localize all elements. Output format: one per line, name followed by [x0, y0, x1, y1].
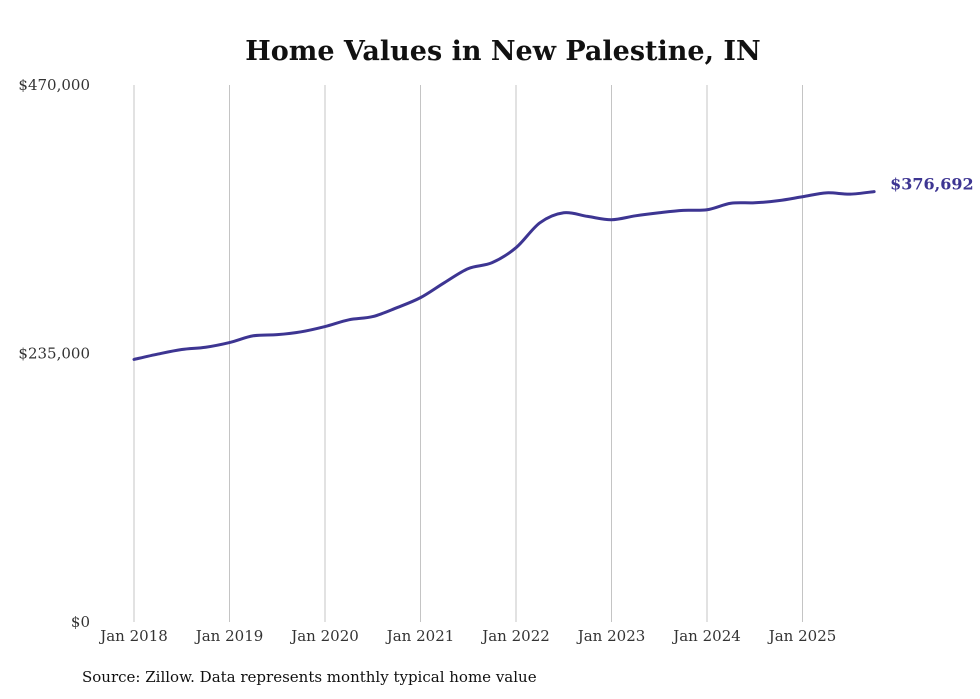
chart-title: Home Values in New Palestine, IN [245, 36, 760, 67]
y-tick-label: $0 [71, 613, 90, 631]
x-tick-label: Jan 2021 [385, 627, 455, 645]
x-tick-label: Jan 2023 [576, 627, 646, 645]
source-note: Source: Zillow. Data represents monthly … [82, 668, 537, 686]
end-value-label: $376,692 [890, 175, 974, 194]
x-tick-label: Jan 2018 [98, 627, 168, 645]
y-tick-label: $470,000 [18, 76, 90, 94]
series-line [132, 190, 876, 361]
x-tick-label: Jan 2025 [767, 627, 837, 645]
x-tick-label: Jan 2020 [289, 627, 359, 645]
x-tick-label: Jan 2024 [671, 627, 741, 645]
x-tick-label: Jan 2022 [480, 627, 550, 645]
y-tick-label: $235,000 [18, 345, 90, 363]
x-tick-label: Jan 2019 [194, 627, 264, 645]
